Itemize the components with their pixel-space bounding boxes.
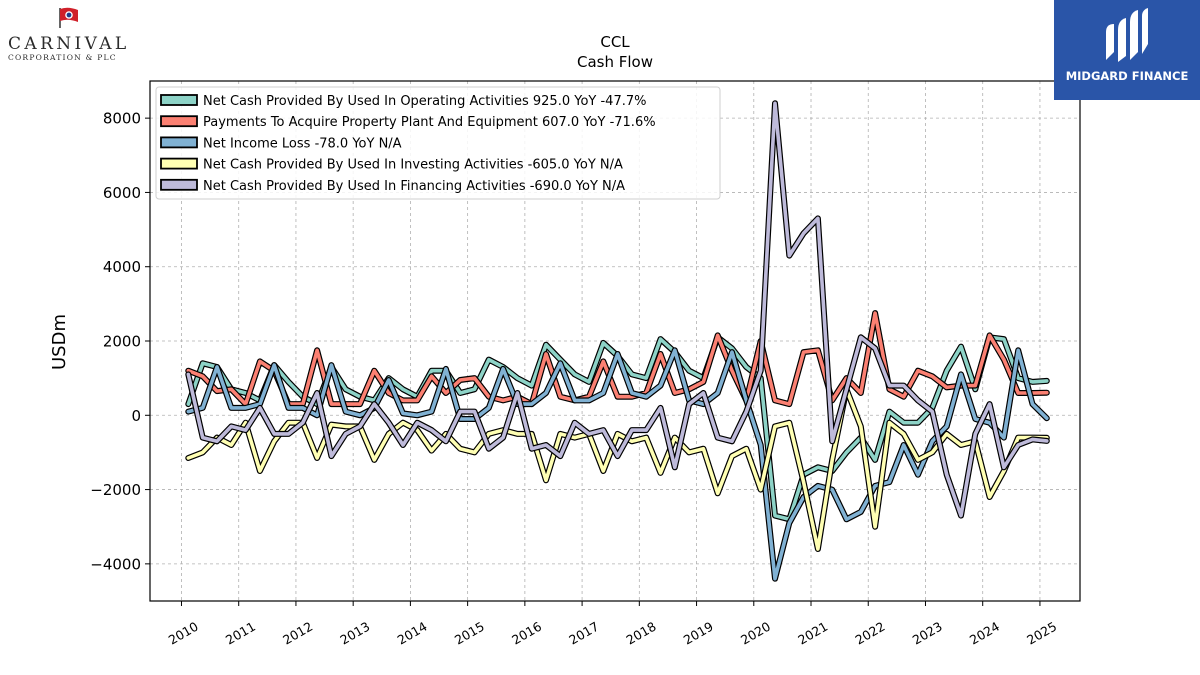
legend-label: Payments To Acquire Property Plant And E…: [203, 115, 656, 130]
legend-label: Net Cash Provided By Used In Financing A…: [203, 179, 625, 194]
legend-item-4: Net Cash Provided By Used In Investing A…: [160, 157, 623, 173]
x-tick-label: 2019: [681, 619, 716, 648]
x-tick-label: 2024: [967, 619, 1002, 648]
legend-label: Net Cash Provided By Used In Investing A…: [203, 158, 623, 173]
watermark-text: MIDGARD FINANCE: [1065, 69, 1189, 83]
legend-swatch: [160, 157, 198, 170]
legend-item-2: Payments To Acquire Property Plant And E…: [160, 115, 656, 130]
y-tick-label: 2000: [103, 333, 141, 351]
x-tick-label: 2010: [166, 619, 201, 648]
legend-item-1: Net Cash Provided By Used In Operating A…: [160, 94, 646, 109]
x-tick-label: 2016: [509, 619, 544, 648]
x-tick-label: 2020: [738, 619, 773, 648]
legend-swatch: [160, 178, 198, 191]
x-tick-label: 2011: [223, 619, 258, 648]
series-line-2: [185, 310, 1050, 408]
series-line-1: [185, 334, 1050, 523]
corp-subtitle: CORPORATION & PLC: [8, 53, 117, 62]
x-tick-label: 2014: [395, 619, 430, 648]
series-line-3: [185, 347, 1050, 582]
legend-swatch: [160, 94, 198, 106]
legend-item-5: Net Cash Provided By Used In Financing A…: [160, 178, 625, 194]
x-tick-label: 2012: [280, 619, 315, 648]
y-tick-label: 8000: [103, 110, 141, 128]
x-tick-label: 2015: [452, 619, 487, 648]
series-line-4: [185, 386, 1050, 552]
y-tick-label: −4000: [90, 555, 141, 573]
x-tick-label: 2022: [852, 619, 887, 648]
legend-box: [155, 86, 721, 200]
corp-name: CARNIVAL: [8, 34, 130, 54]
x-tick-label: 2018: [624, 619, 659, 648]
y-tick-label: 6000: [103, 184, 141, 202]
y-axis-label: USDm: [49, 314, 70, 370]
x-tick-label: 2023: [910, 619, 945, 648]
series-line-5: [185, 100, 1050, 519]
legend-label: Net Cash Provided By Used In Operating A…: [203, 94, 646, 109]
y-tick-label: 4000: [103, 258, 141, 276]
y-tick-label: 0: [131, 407, 141, 425]
legend: Net Cash Provided By Used In Operating A…: [155, 86, 721, 200]
x-tick-label: 2021: [795, 619, 830, 648]
flag-icon: [59, 7, 78, 28]
series-lines: [185, 100, 1050, 582]
midgard-finance-logo: MIDGARD FINANCE: [1054, 0, 1200, 100]
legend-item-3: Net Income Loss -78.0 YoY N/A: [160, 136, 402, 151]
chart-title: CCL: [600, 33, 630, 51]
x-tick-label: 2025: [1024, 619, 1059, 648]
midgard-mark-icon: [1106, 8, 1148, 62]
legend-label: Net Income Loss -78.0 YoY N/A: [203, 136, 402, 151]
x-tick-label: 2013: [337, 619, 372, 648]
legend-swatch: [160, 115, 198, 128]
y-tick-label: −2000: [90, 481, 141, 499]
chart-subtitle: Cash Flow: [577, 53, 653, 71]
x-tick-label: 2017: [566, 619, 601, 648]
carnival-logo: CARNIVAL CORPORATION & PLC: [4, 6, 134, 62]
legend-swatch: [160, 136, 198, 149]
